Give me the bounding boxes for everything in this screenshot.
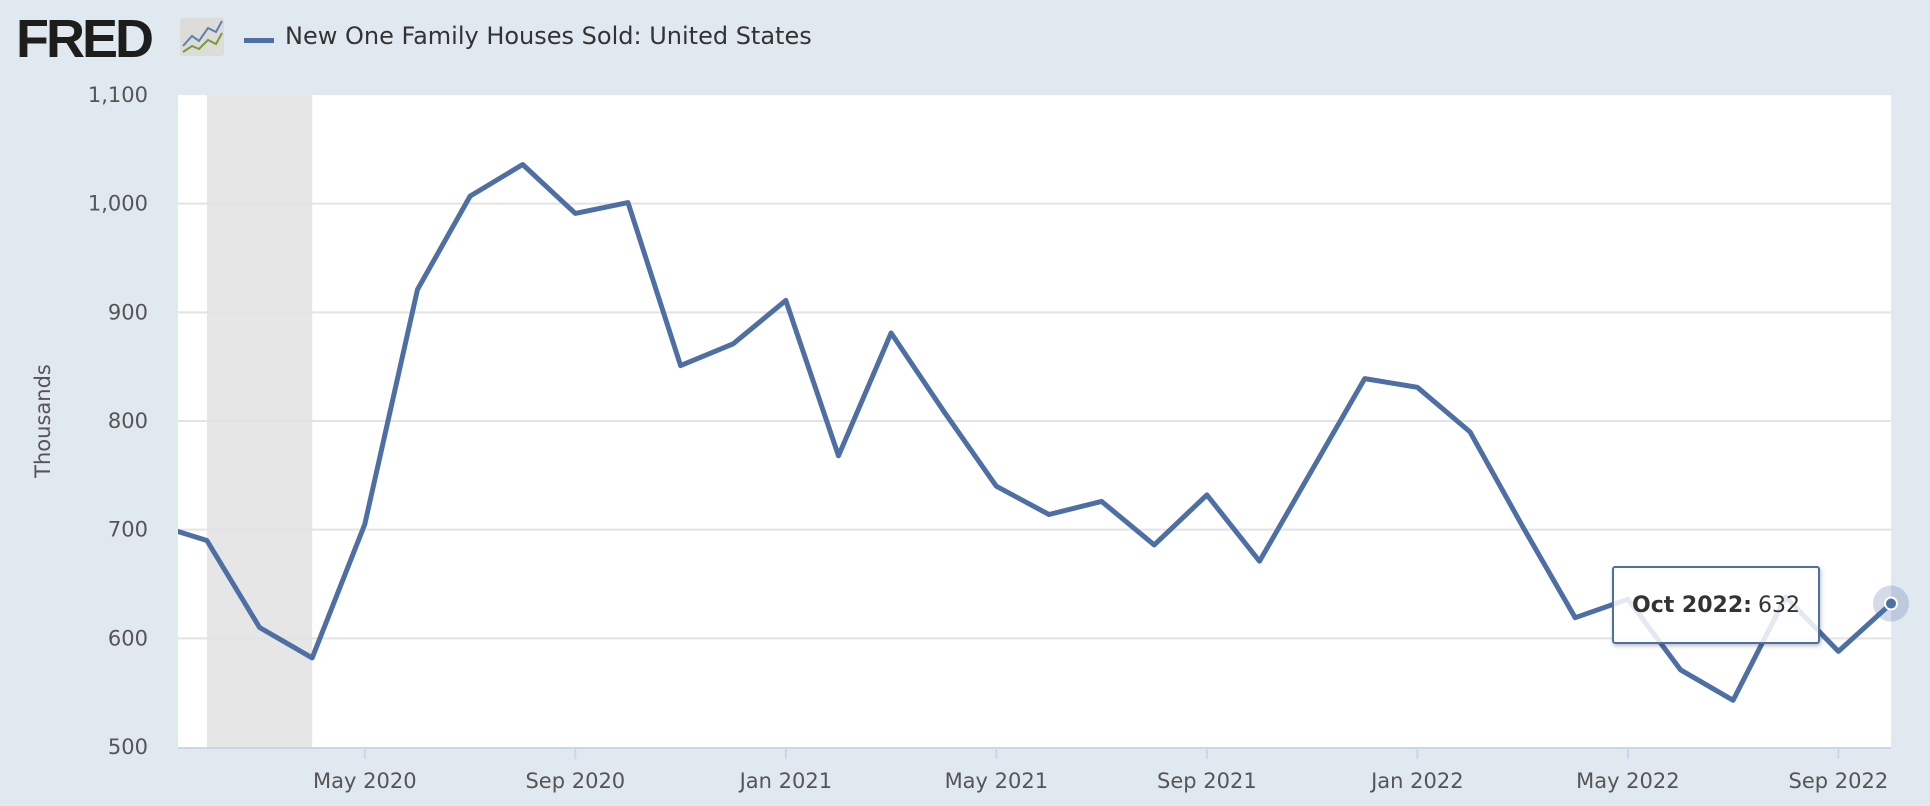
y-axis-label: Thousands [31, 364, 55, 479]
x-tick-label: Jan 2021 [738, 769, 833, 793]
x-tick-label: Sep 2021 [1157, 769, 1257, 793]
legend-series-label[interactable]: New One Family Houses Sold: United State… [285, 22, 812, 50]
y-tick-label: 500 [108, 735, 148, 759]
y-tick-label: 1,000 [88, 192, 148, 216]
y-tick-label: 800 [108, 409, 148, 433]
hover-point-marker [1884, 596, 1898, 611]
series-line[interactable] [154, 162, 1891, 703]
x-tick-label: May 2022 [1576, 769, 1680, 793]
tooltip-date: Oct 2022: [1632, 592, 1752, 618]
x-tick-label: Jan 2022 [1369, 769, 1464, 793]
y-tick-label: 900 [108, 300, 148, 324]
fred-logo[interactable]: FRED [16, 9, 154, 69]
tooltip-value: 632 [1757, 592, 1800, 618]
y-tick-label: 600 [108, 626, 148, 650]
x-tick-label: Sep 2020 [525, 769, 625, 793]
y-tick-label: 1,100 [88, 83, 148, 107]
tooltip: Oct 2022: 632 [1612, 566, 1820, 644]
y-tick-label: 700 [108, 518, 148, 542]
x-tick-label: May 2020 [313, 769, 417, 793]
x-tick-label: May 2021 [945, 769, 1049, 793]
chart-header: FRED New One Family Houses Sold: United … [0, 0, 1930, 80]
chart-graph-icon [180, 18, 224, 56]
x-tick-label: Sep 2022 [1789, 769, 1889, 793]
legend-series-swatch [244, 38, 274, 43]
